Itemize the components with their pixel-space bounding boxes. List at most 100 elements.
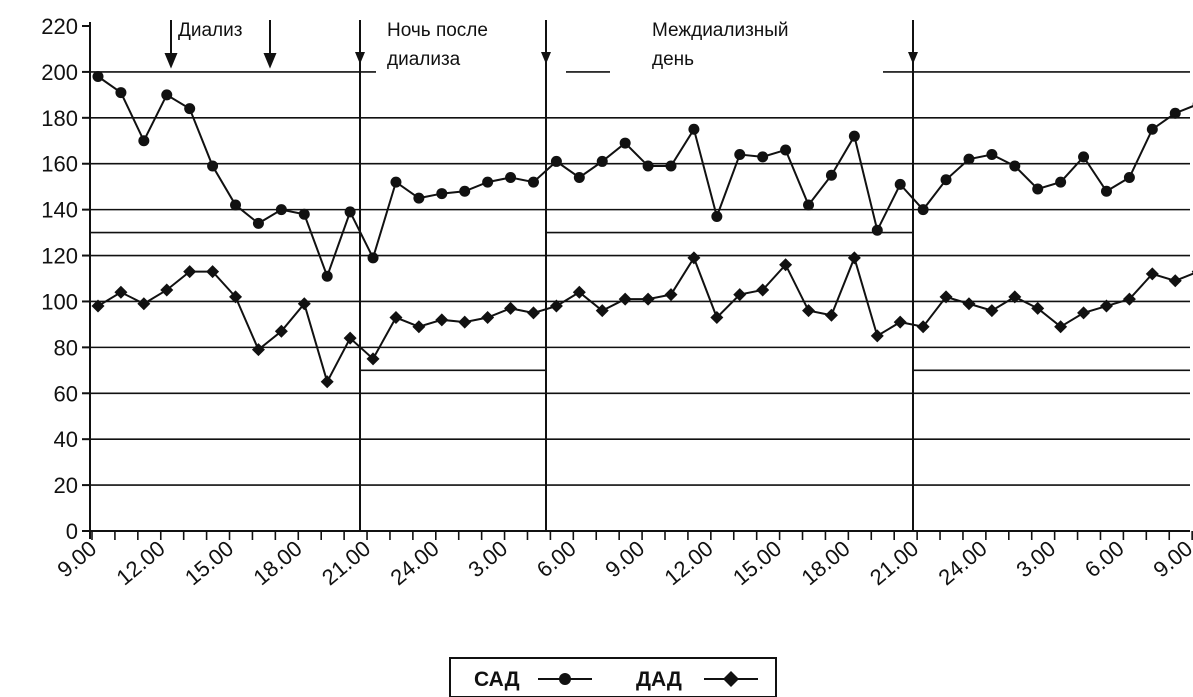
x-tick-label-2: 15.00	[180, 536, 238, 591]
sad-point-26	[688, 123, 700, 135]
sad-point-7	[252, 217, 264, 229]
annotation-interdialytic-1: Междиализный	[652, 20, 789, 41]
dialysis-start-arrowhead	[164, 53, 178, 69]
sad-point-22	[596, 155, 608, 167]
sad-point-17	[482, 176, 494, 188]
divider-arrowhead-1	[541, 52, 551, 64]
x-tick-label-10: 15.00	[728, 536, 786, 591]
sad-point-6	[230, 199, 242, 211]
sad-point-14	[413, 192, 425, 204]
dad-point-33	[847, 251, 861, 265]
x-tick-label-14: 3.00	[1011, 536, 1060, 583]
dad-point-24	[641, 292, 655, 306]
dad-point-19	[526, 306, 540, 320]
sad-point-18	[505, 172, 517, 183]
sad-point-29	[757, 151, 769, 163]
dad-point-18	[504, 301, 518, 315]
dad-point-39	[985, 304, 999, 318]
dad-point-37	[939, 290, 953, 304]
sad-point-16	[459, 185, 471, 197]
dad-point-30	[779, 258, 793, 272]
legend-marker-dad	[723, 671, 739, 687]
annotation-arrows	[164, 20, 277, 69]
sad-point-11	[344, 206, 356, 218]
dad-point-22	[595, 304, 609, 318]
dad-point-41	[1031, 301, 1045, 315]
dad-point-4	[183, 265, 197, 279]
sad-point-28	[734, 149, 746, 161]
legend: САД ДАД	[449, 657, 777, 697]
dad-point-25	[664, 288, 678, 302]
y-tick-label-20: 20	[54, 473, 78, 498]
x-tick-label-5: 24.00	[385, 536, 443, 591]
y-tick-label-40: 40	[54, 427, 78, 452]
y-tick-label-180: 180	[41, 106, 78, 131]
sad-point-10	[321, 270, 333, 282]
legend-box	[449, 657, 777, 697]
dad-point-29	[756, 283, 770, 297]
series-layer	[91, 71, 1193, 389]
dad-point-44	[1099, 299, 1113, 313]
x-tick-label-9: 12.00	[659, 536, 717, 591]
sad-point-31	[803, 199, 815, 211]
dad-point-16	[458, 315, 472, 329]
sad-point-41	[1032, 183, 1044, 195]
sad-point-2	[138, 135, 150, 147]
annotation-night-1: Ночь после	[387, 20, 488, 41]
sad-point-39	[986, 149, 998, 161]
y-tick-label-160: 160	[41, 152, 78, 177]
sad-point-13	[390, 176, 402, 188]
x-tick-label-4: 21.00	[317, 536, 375, 591]
y-tick-label-60: 60	[54, 381, 78, 406]
divider-arrowhead-2	[908, 52, 918, 64]
sad-point-32	[825, 169, 837, 181]
dad-point-14	[412, 320, 426, 334]
sad-point-20	[550, 155, 562, 167]
dad-point-26	[687, 251, 701, 265]
dad-point-9	[297, 297, 311, 311]
x-tick-label-12: 21.00	[865, 536, 923, 591]
sad-point-5	[207, 160, 219, 172]
dad-point-0	[91, 299, 105, 313]
dad-point-40	[1008, 290, 1022, 304]
sad-point-44	[1100, 185, 1112, 197]
sad-point-38	[963, 153, 975, 165]
sad-point-3	[161, 89, 173, 101]
dad-point-45	[1122, 292, 1136, 306]
dad-point-6	[229, 290, 243, 304]
sad-point-19	[527, 176, 539, 188]
grid-lines	[90, 71, 1190, 486]
dad-point-5	[206, 265, 220, 279]
y-tick-label-200: 200	[41, 60, 78, 85]
dad-point-28	[733, 288, 747, 302]
sad-point-34	[871, 224, 883, 236]
annotation-night-2: диализа	[387, 49, 461, 70]
x-tick-label-3: 18.00	[248, 536, 306, 591]
sad-point-46	[1146, 123, 1158, 135]
sad-point-45	[1123, 172, 1135, 183]
dad-point-13	[389, 311, 403, 325]
series-line-dad	[97, 254, 1193, 385]
dad-point-8	[274, 324, 288, 338]
dad-point-17	[481, 311, 495, 325]
period-dividers	[355, 20, 918, 531]
sad-point-35	[894, 178, 906, 190]
x-tick-label-11: 18.00	[796, 536, 854, 591]
dad-point-21	[572, 285, 586, 299]
sad-point-37	[940, 174, 952, 186]
dad-point-10	[320, 375, 334, 389]
y-tick-label-120: 120	[41, 244, 78, 269]
dad-point-42	[1054, 320, 1068, 334]
sad-point-36	[917, 204, 929, 216]
sad-point-27	[711, 211, 723, 223]
series-line-sad	[97, 75, 1193, 280]
dad-point-12	[366, 352, 380, 366]
y-tick-label-0: 0	[66, 519, 78, 544]
y-tick-label-100: 100	[41, 289, 78, 314]
dad-point-3	[160, 283, 174, 297]
sad-point-9	[298, 208, 310, 220]
x-tick-labels: 9.00 12.00 15.00 18.00 21.00 24.00 3.00 6.00 9.0…	[52, 536, 1193, 591]
dad-point-43	[1077, 306, 1091, 320]
x-tick-label-13: 24.00	[933, 536, 991, 591]
dad-point-47	[1168, 274, 1182, 288]
